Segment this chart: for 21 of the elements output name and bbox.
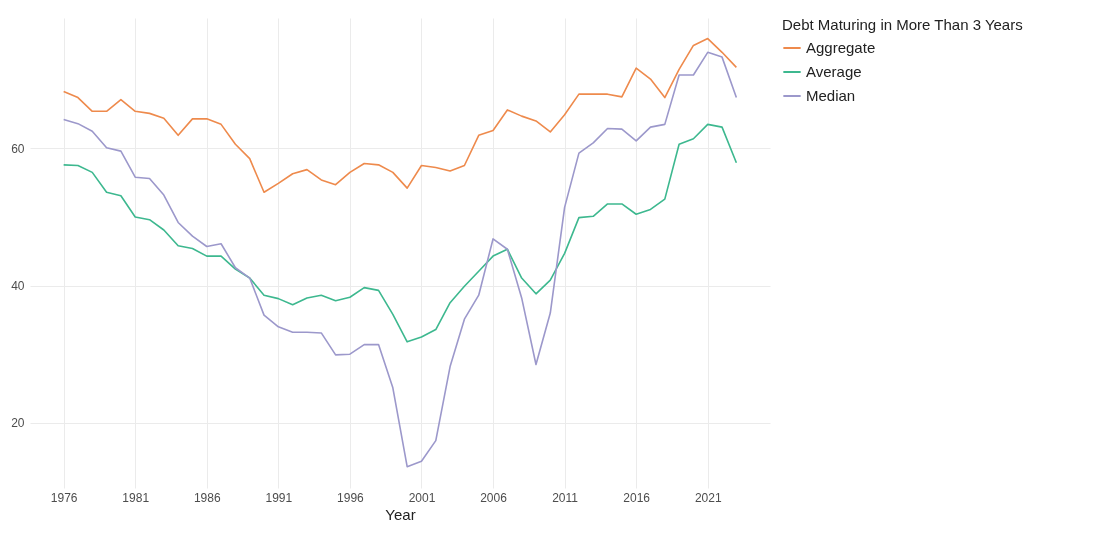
x-tick-label: 1976 [50, 490, 78, 505]
line-series [62, 51, 738, 468]
x-tick-label: 2016 [623, 490, 651, 505]
legend-label: Aggregate [806, 39, 876, 56]
x-tick-label: 1991 [265, 490, 293, 505]
x-axis-title: Year [385, 505, 416, 523]
y-tick-label: 40 [11, 279, 25, 294]
legend-title: Debt Maturing in More Than 3 Years [782, 16, 1023, 33]
x-tick-label: 2011 [552, 490, 579, 505]
x-tick-label: 2006 [480, 490, 508, 505]
x-tick-label: 2021 [694, 490, 722, 505]
line-series [62, 123, 738, 343]
legend-label: Average [806, 63, 862, 80]
x-tick-label: 1981 [122, 490, 150, 505]
line-series [62, 37, 738, 194]
x-tick-label: 1986 [193, 490, 221, 505]
x-tick-label: 1996 [337, 490, 365, 505]
x-tick-label: 2001 [408, 490, 436, 505]
y-tick-label: 20 [11, 416, 25, 431]
legend-label: Median [806, 87, 856, 104]
y-tick-label: 60 [11, 141, 25, 156]
